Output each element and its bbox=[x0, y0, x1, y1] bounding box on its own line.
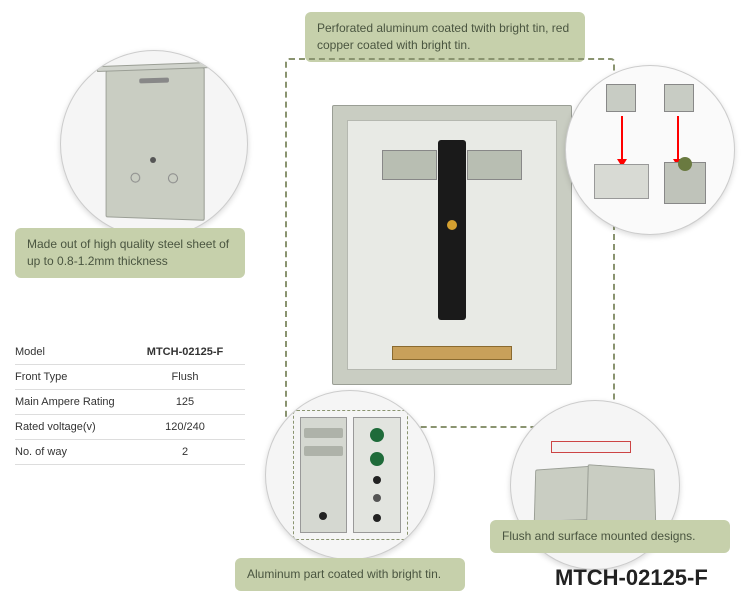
main-enclosure bbox=[332, 105, 572, 385]
spec-value: 2 bbox=[125, 446, 245, 458]
arrow-right bbox=[677, 116, 679, 161]
callout-bottom-right: Flush and surface mounted designs. bbox=[490, 520, 730, 553]
spec-value: 125 bbox=[125, 396, 245, 408]
spec-row: Rated voltage(v) 120/240 bbox=[15, 415, 245, 440]
circle-bottom-center-bars bbox=[265, 390, 435, 560]
circle-left-closed-box bbox=[60, 50, 248, 238]
spec-header-row: Model MTCH-02125-F bbox=[15, 340, 245, 365]
spec-label: Main Ampere Rating bbox=[15, 396, 125, 408]
callout-left: Made out of high quality steel sheet of … bbox=[15, 228, 245, 278]
spec-row: Main Ampere Rating 125 bbox=[15, 390, 245, 415]
spec-header-value: MTCH-02125-F bbox=[125, 346, 245, 358]
spec-header-label: Model bbox=[15, 346, 125, 358]
spec-label: Front Type bbox=[15, 371, 125, 383]
model-code: MTCH-02125-F bbox=[555, 565, 708, 591]
callout-text: Flush and surface mounted designs. bbox=[502, 529, 695, 543]
circle-top-right-terminals bbox=[565, 65, 735, 235]
callout-text: Perforated aluminum coated twith bright … bbox=[317, 21, 569, 52]
spec-label: Rated voltage(v) bbox=[15, 421, 125, 433]
spec-label: No. of way bbox=[15, 446, 125, 458]
callout-bottom-center: Aluminum part coated with bright tin. bbox=[235, 558, 465, 591]
spec-value: 120/240 bbox=[125, 421, 245, 433]
spec-value: Flush bbox=[125, 371, 245, 383]
callout-text: Made out of high quality steel sheet of … bbox=[27, 237, 229, 268]
callout-text: Aluminum part coated with bright tin. bbox=[247, 567, 441, 581]
spec-row: No. of way 2 bbox=[15, 440, 245, 465]
spec-row: Front Type Flush bbox=[15, 365, 245, 390]
arrow-left bbox=[621, 116, 623, 161]
spec-table: Model MTCH-02125-F Front Type Flush Main… bbox=[15, 340, 245, 465]
callout-top-right: Perforated aluminum coated twith bright … bbox=[305, 12, 585, 62]
